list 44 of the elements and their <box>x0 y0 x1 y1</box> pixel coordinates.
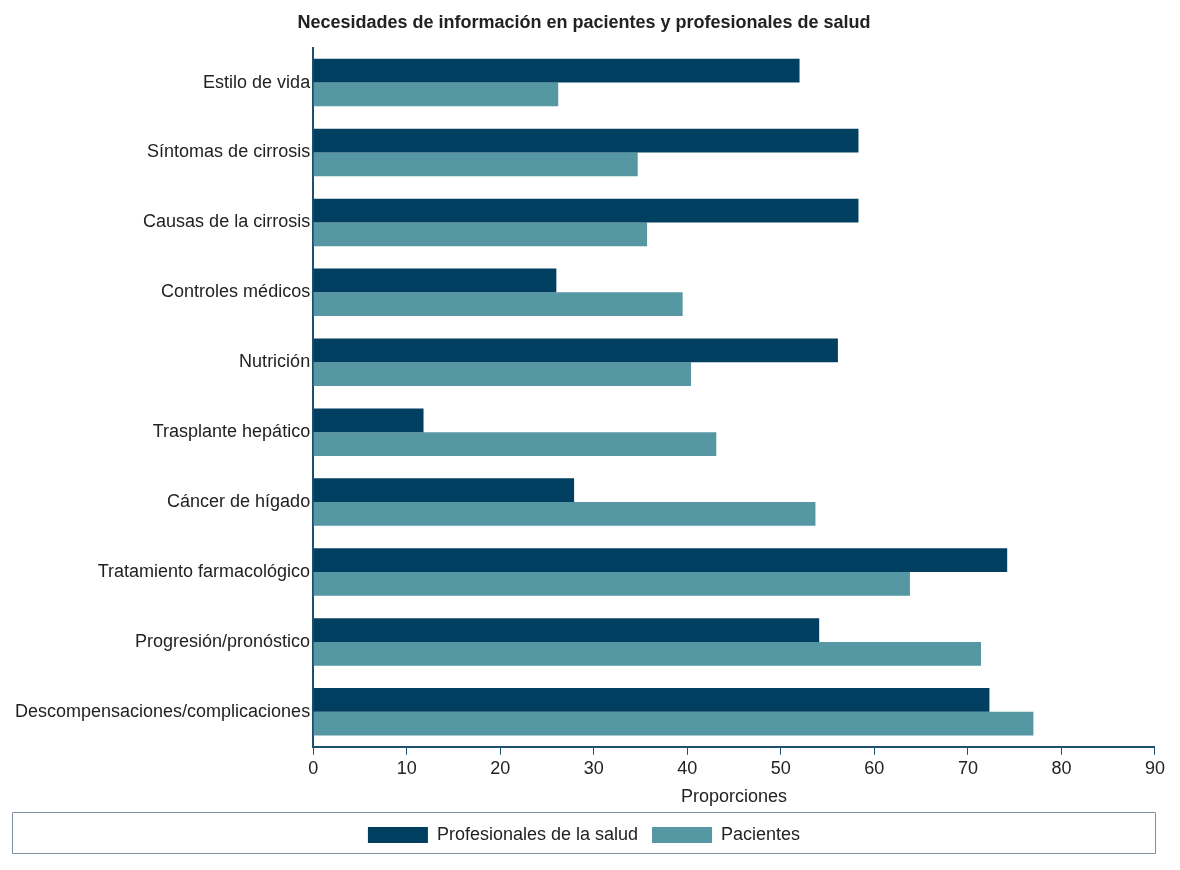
y-tick-label: Estilo de vida <box>203 71 312 92</box>
x-tick-label: 20 <box>490 757 511 778</box>
legend-label: Profesionales de la salud <box>436 823 639 844</box>
bar <box>313 82 559 107</box>
bar <box>313 152 638 177</box>
bar <box>313 711 1034 736</box>
bar <box>313 292 683 317</box>
x-axis-title: Proporciones <box>681 786 788 807</box>
x-tick-label: 30 <box>583 757 604 778</box>
x-tick-label: 90 <box>1144 757 1165 778</box>
y-tick-label: Tratamiento farmacológico <box>97 560 311 581</box>
bar <box>313 222 648 247</box>
x-tick-label: 10 <box>396 757 417 778</box>
x-tick-label: 60 <box>864 757 885 778</box>
x-tick-label: 0 <box>308 757 319 778</box>
bar <box>313 478 575 503</box>
bar <box>313 128 859 153</box>
y-tick-label: Trasplante hepático <box>152 421 311 442</box>
bar <box>313 58 800 83</box>
legend-label: Pacientes <box>721 823 801 844</box>
bar <box>313 688 990 712</box>
bar <box>313 572 910 596</box>
y-tick-label: Descompensaciones/complicaciones <box>14 700 311 721</box>
bar <box>313 432 717 456</box>
bar <box>313 198 859 223</box>
x-tick-label: 70 <box>957 757 978 778</box>
bar <box>313 362 692 387</box>
y-tick-label: Progresión/pronóstico <box>135 630 311 651</box>
x-tick-label: 80 <box>1051 757 1072 778</box>
y-tick-label: Nutrición <box>239 351 311 372</box>
bar <box>313 268 557 293</box>
y-tick-label: Cáncer de hígado <box>167 491 311 512</box>
bar <box>313 641 982 666</box>
bar <box>313 338 838 363</box>
bar <box>313 548 1008 572</box>
y-tick-label: Causas de la cirrosis <box>143 211 311 232</box>
y-tick-label: Controles médicos <box>161 281 311 302</box>
bar <box>313 408 424 433</box>
chart-title: Necesidades de información en pacientes y profesionales de salud <box>297 11 871 32</box>
x-tick-label: 40 <box>677 757 698 778</box>
y-tick-label: Síntomas de cirrosis <box>147 141 311 162</box>
bar <box>313 502 816 526</box>
x-tick-label: 50 <box>770 757 791 778</box>
bar <box>313 618 820 642</box>
